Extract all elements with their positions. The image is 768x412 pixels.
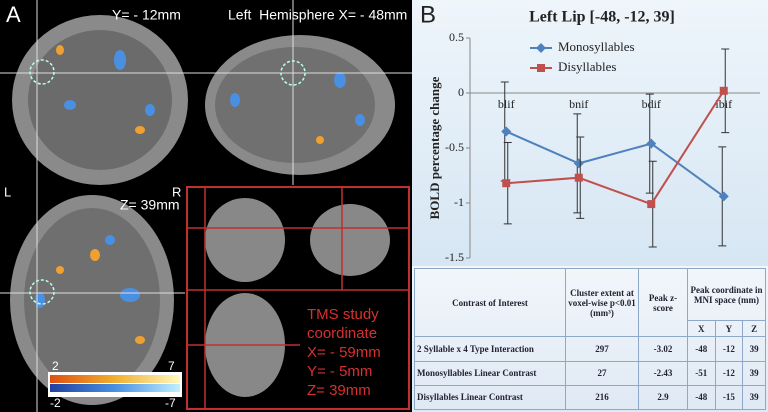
- table-cell: 39: [742, 360, 766, 386]
- point: [647, 200, 656, 209]
- table-cell: Monosyllables Linear Contrast: [414, 360, 566, 386]
- tms-line: Z= 39mm: [307, 382, 371, 399]
- sagittal-gray: [215, 47, 375, 163]
- tms-line: TMS study: [307, 306, 379, 323]
- tms-text: TMS study coordinate X= - 59mm Y= - 5mm Z= 3…: [307, 306, 381, 399]
- table-cell: 27: [565, 360, 639, 386]
- coronal-gray: [28, 30, 172, 170]
- panel-a: A Y= - 12mm Left Hemisphere X= - 48mm L …: [0, 0, 412, 412]
- tms-line: coordinate: [307, 325, 377, 342]
- results-table: Contrast of Interest Cluster extent at v…: [414, 267, 766, 411]
- header-cell: Contrast of Interest: [414, 267, 566, 338]
- panel-label: B: [420, 1, 436, 28]
- tms-line: X= - 59mm: [307, 344, 381, 361]
- colorbar-label: 2: [52, 359, 59, 373]
- y-tick-label: -1.5: [445, 250, 464, 264]
- table-cell: -48: [687, 336, 716, 362]
- point: [719, 86, 728, 95]
- roi-circles: [29, 59, 306, 305]
- y-axis-label: BOLD percentage change: [427, 76, 442, 219]
- subheader-cell: X: [687, 320, 716, 338]
- y-tick-label: 0: [458, 85, 464, 99]
- point: [718, 191, 729, 202]
- table-body: 2 Syllable x 4 Type Interaction 297 -3.02-…: [414, 336, 766, 411]
- point: [573, 158, 584, 169]
- crosshairs: [0, 0, 412, 412]
- tms-box: [186, 186, 410, 410]
- series-line: [505, 130, 725, 198]
- mini-sagittal: [310, 204, 390, 276]
- colorbar-label: -2: [50, 396, 61, 410]
- slice-label: Z= 39mm: [120, 197, 180, 213]
- header-cell: Peak coordinate in MNI space (mm): [687, 267, 766, 322]
- table-cell: -12: [714, 336, 744, 362]
- table-row: 2 Syllable x 4 Type Interaction 297 -3.02-…: [414, 336, 766, 362]
- table-cell: 2 Syllable x 4 Type Interaction: [414, 336, 566, 362]
- side-marker: L: [4, 184, 11, 199]
- table-cell: 2.9: [638, 384, 688, 411]
- point: [537, 64, 545, 72]
- slice-label: Y= - 12mm: [112, 7, 181, 23]
- table-cell: 39: [742, 336, 766, 362]
- point: [502, 179, 511, 188]
- y-tick-label: -1: [454, 195, 464, 209]
- table-panel: Contrast of Interest Cluster extent at v…: [412, 266, 768, 412]
- table-cell: -12: [714, 360, 744, 386]
- table-cell: -15: [714, 384, 744, 411]
- table-cell: 216: [565, 384, 639, 411]
- panel-b: B Left Lip [-48, -12, 39] BOLD percentag…: [412, 0, 768, 266]
- chart-background: [412, 0, 768, 266]
- legend-label: Monosyllables: [558, 39, 635, 54]
- table-cell: 297: [565, 336, 639, 362]
- table-cell: -48: [687, 384, 716, 411]
- table-cell: -2.43: [638, 360, 688, 386]
- legend-label: Disyllables: [558, 59, 617, 74]
- header-cell: Cluster extent at voxel-wise p<0.01 (mm³…: [565, 267, 639, 338]
- table-cell: Disyllables Linear Contrast: [414, 384, 566, 411]
- table-row: Monosyllables Linear Contrast 27 -2.43 -51-…: [414, 360, 766, 386]
- mini-coronal: [205, 198, 285, 282]
- series-line: [506, 90, 725, 206]
- axial-gray: [24, 208, 160, 392]
- subheader-cell: Y: [714, 320, 744, 338]
- point: [646, 138, 657, 149]
- table-cell: -3.02: [638, 336, 688, 362]
- slice-label: Left Hemisphere X= - 48mm: [228, 7, 407, 23]
- point: [574, 173, 583, 182]
- colorbar-negative: [50, 384, 180, 392]
- table-row: Disyllables Linear Contrast 216 2.9 -48 -15 3…: [414, 384, 766, 411]
- colorbar-label: -7: [165, 396, 176, 410]
- subheader-cell: Z: [742, 320, 766, 338]
- chart-title: Left Lip [-48, -12, 39]: [529, 9, 675, 26]
- panel-label: A: [6, 2, 21, 27]
- colorbar-label: 7: [168, 359, 175, 373]
- y-tick-label: -0.5: [445, 140, 464, 154]
- x-tick-label: lbif: [715, 97, 732, 111]
- tms-line: Y= - 5mm: [307, 363, 372, 380]
- point: [536, 43, 546, 53]
- point: [501, 126, 512, 137]
- table-cell: 39: [742, 384, 766, 411]
- x-tick-label: bnif: [569, 97, 588, 111]
- colorbar-positive: [50, 375, 180, 383]
- x-tick-label: bdif: [642, 97, 661, 111]
- tms-crosshairs: [187, 187, 409, 409]
- x-tick-label: blif: [498, 97, 515, 111]
- table-cell: -51: [687, 360, 716, 386]
- header-cell: Peak z-score: [638, 267, 688, 338]
- y-tick-label: 0.5: [449, 30, 464, 44]
- side-marker: R: [172, 184, 181, 199]
- activation-blobs-orange: [56, 45, 324, 344]
